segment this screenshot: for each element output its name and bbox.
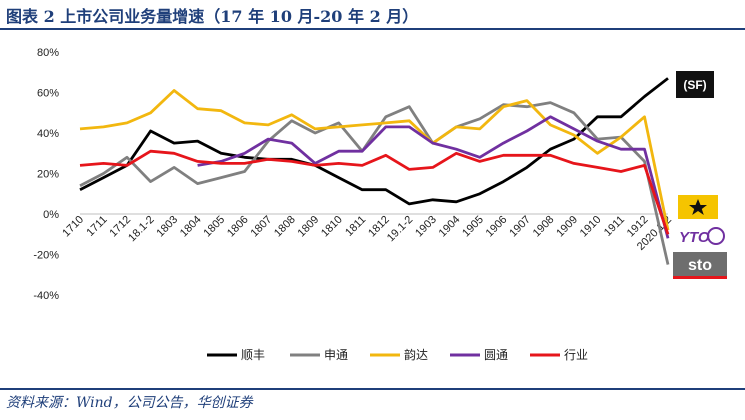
x-tick-label: 1808 xyxy=(272,214,298,240)
source-divider xyxy=(0,388,745,390)
x-tick-label: 1710 xyxy=(60,214,86,240)
x-tick-label: 1911 xyxy=(602,214,627,239)
legend-label: 行业 xyxy=(564,348,588,362)
x-tick-label: 1904 xyxy=(437,214,463,240)
sto-logo: sto xyxy=(673,252,727,279)
x-tick-label: 1906 xyxy=(484,214,510,240)
y-tick-label: 60% xyxy=(37,88,59,100)
legend-label: 顺丰 xyxy=(241,348,265,362)
line-chart: 80% 60% 40% 20% 0% -20% -40% 17101711171218.1-… xyxy=(33,47,727,362)
x-tick-label: 19.1-2 xyxy=(385,214,416,245)
x-tick-label: 1805 xyxy=(201,214,227,240)
svg-text:sto: sto xyxy=(688,257,712,274)
series-line-韵达 xyxy=(79,89,670,231)
series-line-圆通 xyxy=(197,115,670,239)
x-tick-label: 1903 xyxy=(413,214,439,240)
x-tick-label: 1804 xyxy=(178,214,204,240)
x-tick-label: 1711 xyxy=(84,214,109,239)
x-tick-label: 1909 xyxy=(554,214,580,240)
x-tick-label: 1803 xyxy=(154,214,180,240)
x-tick-label: 1905 xyxy=(460,214,486,240)
x-tick-label: 1807 xyxy=(248,214,274,240)
legend-label: 申通 xyxy=(324,348,348,362)
x-tick-label: 1810 xyxy=(319,214,345,240)
y-tick-label: 20% xyxy=(37,169,59,181)
y-tick-label: -40% xyxy=(33,290,59,302)
series-line-顺丰 xyxy=(79,77,669,206)
x-tick-label: 1811 xyxy=(343,214,368,239)
y-axis: 80% 60% 40% 20% 0% -20% -40% xyxy=(33,47,668,302)
x-axis: 17101711171218.1-21803180418051806180718… xyxy=(60,214,674,253)
legend-label: 韵达 xyxy=(404,347,428,362)
y-tick-label: 40% xyxy=(37,128,59,140)
svg-text:YTO: YTO xyxy=(679,229,710,246)
x-tick-label: 1907 xyxy=(507,214,533,240)
page-title: 图表 2 上市公司业务量增速（17 年 10 月-20 年 2 月） xyxy=(6,7,419,26)
series-line-申通 xyxy=(79,101,670,265)
legend: 顺丰 申通 韵达 圆通 行业 xyxy=(207,347,588,362)
x-tick-label: 1910 xyxy=(578,214,604,240)
yunda-logo xyxy=(678,195,718,219)
svg-text:(SF): (SF) xyxy=(683,78,706,92)
title-bar xyxy=(0,0,745,30)
source-note: 资料来源：Wind，公司公告，华创证券 xyxy=(6,395,253,411)
y-tick-label: 80% xyxy=(37,47,59,59)
y-tick-label: 0% xyxy=(43,209,59,221)
x-tick-label: 18.1-2 xyxy=(126,214,157,245)
x-tick-label: 1806 xyxy=(225,214,251,240)
series-lines xyxy=(79,77,670,265)
x-tick-label: 1908 xyxy=(531,214,557,240)
sf-express-logo: (SF) xyxy=(676,71,714,98)
series-line-行业 xyxy=(79,149,670,235)
yto-logo: YTO xyxy=(679,227,725,246)
y-tick-label: -20% xyxy=(33,250,59,262)
legend-label: 圆通 xyxy=(484,348,508,362)
x-tick-label: 1809 xyxy=(296,214,322,240)
